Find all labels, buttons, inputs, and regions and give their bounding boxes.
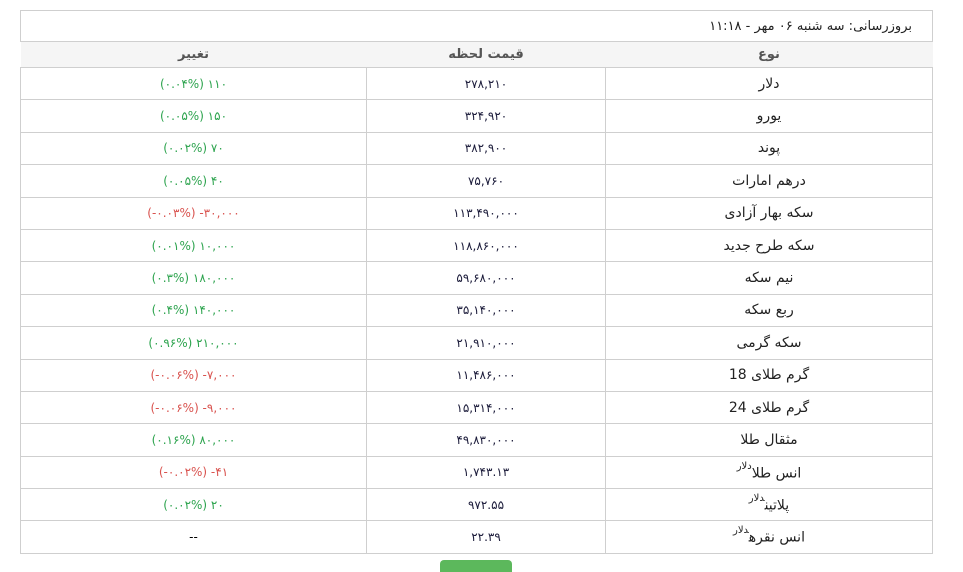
- price-cell: ۱۱۳,۴۹۰,۰۰۰: [366, 196, 606, 230]
- table-row: پوند ۳۸۲,۹۰۰ (۰.۰۲%) ۷۰: [20, 131, 933, 166]
- price-cell: ۳۸۲,۹۰۰: [366, 131, 606, 166]
- price-cell: ۱۱,۴۸۶,۰۰۰: [366, 358, 606, 392]
- change-cell: (-۰.۰۲%) -۴۱: [20, 455, 367, 490]
- price-cell: ۴۹,۸۳۰,۰۰۰: [366, 423, 606, 457]
- price-cell: ۲۱,۹۱۰,۰۰۰: [366, 326, 606, 360]
- change-cell: (۰.۳%) ۱۸۰,۰۰۰: [20, 261, 367, 295]
- change-cell: (۰.۰۴%) ۱۱۰: [20, 66, 367, 101]
- table-row: ربع سکه ۳۵,۱۴۰,۰۰۰ (۰.۴%) ۱۴۰,۰۰۰: [20, 293, 933, 328]
- currency-name-cell: سکه بهار آزادی: [605, 196, 933, 230]
- header-price: قیمت لحظه: [366, 41, 606, 68]
- change-cell: (۰.۰۵%) ۱۵۰: [20, 99, 367, 133]
- currency-name: دلار: [758, 75, 780, 92]
- currency-name: مثقال طلا: [740, 431, 798, 448]
- table-row: یورو ۳۲۴,۹۲۰ (۰.۰۵%) ۱۵۰: [20, 99, 933, 133]
- currency-name: سکه بهار آزادی: [724, 205, 814, 222]
- table-row: سکه بهار آزادی ۱۱۳,۴۹۰,۰۰۰ (-۰.۰۳%) -۳۰,…: [20, 196, 933, 230]
- currency-name-cell: مثقال طلا: [605, 423, 933, 457]
- currency-name-cell: یورو: [605, 99, 933, 133]
- header-change: تغییر: [20, 41, 367, 68]
- change-cell: (۰.۰۱%) ۱۰,۰۰۰: [20, 228, 367, 263]
- currency-name-cell: انس طلادلار: [605, 455, 933, 490]
- currency-name-cell: گرم طلای 24: [605, 390, 933, 425]
- currency-name: یورو: [756, 108, 782, 125]
- currency-name: پلاتین: [764, 497, 790, 514]
- table-row: دلار ۲۷۸,۲۱۰ (۰.۰۴%) ۱۱۰: [20, 66, 933, 101]
- change-cell: (-۰.۰۶%) -۹,۰۰۰: [20, 390, 367, 425]
- currency-name-cell: انس نقرهدلار: [605, 520, 933, 554]
- currency-name-cell: ربع سکه: [605, 293, 933, 328]
- currency-name-cell: نیم سکه: [605, 261, 933, 295]
- table-row: درهم امارات ۷۵,۷۶۰ (۰.۰۵%) ۴۰: [20, 164, 933, 198]
- currency-name: سکه طرح جدید: [723, 237, 815, 254]
- change-cell: (۰.۰۲%) ۲۰: [20, 488, 367, 522]
- unit-label: دلار: [736, 460, 752, 472]
- currency-name-cell: دلار: [605, 66, 933, 101]
- currency-name-cell: پلاتیندلار: [605, 488, 933, 522]
- change-cell: (۰.۴%) ۱۴۰,۰۰۰: [20, 293, 367, 328]
- price-cell: ۵۹,۶۸۰,۰۰۰: [366, 261, 606, 295]
- table-row: مثقال طلا ۴۹,۸۳۰,۰۰۰ (۰.۱۶%) ۸۰,۰۰۰: [20, 423, 933, 457]
- price-cell: ۱۵,۳۱۴,۰۰۰: [366, 390, 606, 425]
- price-cell: ۲۲.۳۹: [366, 520, 606, 554]
- change-cell: (۰.۱۶%) ۸۰,۰۰۰: [20, 423, 367, 457]
- price-cell: ۹۷۲.۵۵: [366, 488, 606, 522]
- header-type: نوع: [605, 41, 933, 68]
- table-row: نیم سکه ۵۹,۶۸۰,۰۰۰ (۰.۳%) ۱۸۰,۰۰۰: [20, 261, 933, 295]
- currency-name: پوند: [757, 140, 781, 157]
- price-cell: ۷۵,۷۶۰: [366, 164, 606, 198]
- change-cell: (۰.۹۶%) ۲۱۰,۰۰۰: [20, 326, 367, 360]
- more-button[interactable]: [440, 560, 512, 572]
- table-row: سکه طرح جدید ۱۱۸,۸۶۰,۰۰۰ (۰.۰۱%) ۱۰,۰۰۰: [20, 228, 933, 263]
- price-cell: ۱,۷۴۳.۱۳: [366, 455, 606, 490]
- price-cell: ۲۷۸,۲۱۰: [366, 66, 606, 101]
- change-cell: (-۰.۰۳%) -۳۰,۰۰۰: [20, 196, 367, 230]
- change-cell: (۰.۰۲%) ۷۰: [20, 131, 367, 166]
- currency-name: انس نقره: [748, 529, 805, 546]
- table-row: انس طلادلار ۱,۷۴۳.۱۳ (-۰.۰۲%) -۴۱: [20, 455, 933, 490]
- currency-name: ربع سکه: [744, 302, 794, 319]
- price-table: بروزرسانی: سه شنبه ۰۶ مهر - ۱۱:۱۸ نوع قی…: [20, 10, 933, 554]
- price-cell: ۱۱۸,۸۶۰,۰۰۰: [366, 228, 606, 263]
- update-time: بروزرسانی: سه شنبه ۰۶ مهر - ۱۱:۱۸: [20, 10, 933, 42]
- change-cell: (۰.۰۵%) ۴۰: [20, 164, 367, 198]
- currency-name: درهم امارات: [732, 172, 806, 189]
- unit-label: دلار: [733, 525, 749, 537]
- table-row: سکه گرمی ۲۱,۹۱۰,۰۰۰ (۰.۹۶%) ۲۱۰,۰۰۰: [20, 326, 933, 360]
- change-cell: (-۰.۰۶%) -۷,۰۰۰: [20, 358, 367, 392]
- change-cell: --: [20, 520, 367, 554]
- unit-label: دلار: [748, 492, 765, 504]
- table-row: گرم طلای 24 ۱۵,۳۱۴,۰۰۰ (-۰.۰۶%) -۹,۰۰۰: [20, 390, 933, 425]
- currency-name-cell: سکه طرح جدید: [605, 228, 933, 263]
- currency-name: نیم سکه: [744, 270, 794, 287]
- currency-name-cell: درهم امارات: [605, 164, 933, 198]
- price-cell: ۳۲۴,۹۲۰: [366, 99, 606, 133]
- currency-name: گرم طلای 18: [728, 367, 810, 384]
- table-row: پلاتیندلار ۹۷۲.۵۵ (۰.۰۲%) ۲۰: [20, 488, 933, 522]
- currency-name: سکه گرمی: [736, 334, 802, 351]
- currency-name-cell: پوند: [605, 131, 933, 166]
- price-table-container: بروزرسانی: سه شنبه ۰۶ مهر - ۱۱:۱۸ نوع قی…: [20, 10, 933, 554]
- table-row: گرم طلای 18 ۱۱,۴۸۶,۰۰۰ (-۰.۰۶%) -۷,۰۰۰: [20, 358, 933, 392]
- currency-name: گرم طلای 24: [728, 399, 810, 416]
- currency-name: انس طلا: [751, 465, 802, 482]
- table-row: انس نقرهدلار ۲۲.۳۹ --: [20, 520, 933, 554]
- price-cell: ۳۵,۱۴۰,۰۰۰: [366, 293, 606, 328]
- currency-name-cell: گرم طلای 18: [605, 358, 933, 392]
- currency-name-cell: سکه گرمی: [605, 326, 933, 360]
